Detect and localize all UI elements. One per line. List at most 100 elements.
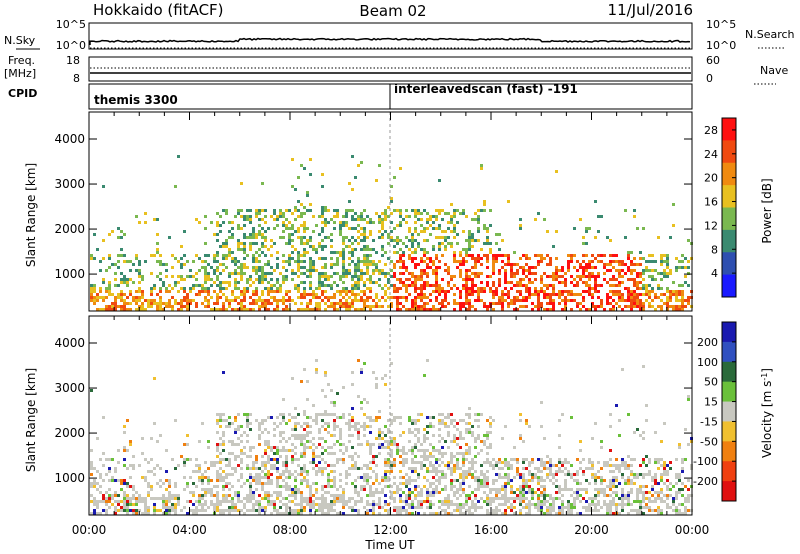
data-cell	[423, 458, 426, 461]
data-cell	[225, 476, 228, 479]
data-cell	[441, 446, 444, 449]
data-cell	[405, 287, 408, 290]
data-cell	[201, 266, 204, 269]
data-cell	[258, 281, 261, 284]
data-cell	[594, 497, 597, 500]
data-cell	[168, 485, 171, 488]
data-cell	[390, 440, 393, 443]
data-cell	[162, 503, 165, 506]
data-cell	[255, 488, 258, 491]
data-cell	[366, 260, 369, 263]
data-cell	[219, 287, 222, 290]
data-cell	[519, 500, 522, 503]
data-cell	[669, 290, 672, 293]
data-cell	[177, 302, 180, 305]
data-cell	[231, 467, 234, 470]
data-cell	[114, 509, 117, 512]
data-cell	[549, 509, 552, 512]
data-cell	[657, 491, 660, 494]
data-cell	[399, 239, 402, 242]
data-cell	[111, 293, 114, 296]
data-cell	[474, 494, 477, 497]
data-cell	[507, 254, 510, 257]
data-cell	[264, 428, 267, 431]
data-cell	[132, 488, 135, 491]
data-cell	[132, 281, 135, 284]
data-cell	[198, 467, 201, 470]
data-cell	[309, 245, 312, 248]
data-cell	[570, 503, 573, 506]
data-cell	[282, 302, 285, 305]
data-cell	[357, 242, 360, 245]
data-cell	[543, 284, 546, 287]
data-cell	[672, 500, 675, 503]
data-cell	[459, 482, 462, 485]
data-cell	[453, 299, 456, 302]
data-cell	[393, 443, 396, 446]
data-cell	[438, 287, 441, 290]
data-cell	[285, 209, 288, 212]
data-cell	[678, 512, 681, 515]
colorbar-tick-label: 100	[697, 356, 718, 369]
data-cell	[285, 290, 288, 293]
data-cell	[270, 500, 273, 503]
data-cell	[330, 470, 333, 473]
data-cell	[657, 236, 660, 239]
data-cell	[477, 452, 480, 455]
data-cell	[651, 485, 654, 488]
data-cell	[660, 257, 663, 260]
data-cell	[147, 509, 150, 512]
data-cell	[459, 293, 462, 296]
data-cell	[396, 242, 399, 245]
data-cell	[201, 290, 204, 293]
data-cell	[378, 437, 381, 440]
data-cell	[681, 503, 684, 506]
data-cell	[354, 212, 357, 215]
data-cell	[558, 269, 561, 272]
data-cell	[294, 458, 297, 461]
data-cell	[486, 479, 489, 482]
data-cell	[654, 500, 657, 503]
data-cell	[273, 227, 276, 230]
data-cell	[255, 500, 258, 503]
data-cell	[474, 437, 477, 440]
data-cell	[591, 476, 594, 479]
data-cell	[462, 479, 465, 482]
data-cell	[348, 506, 351, 509]
data-cell	[471, 467, 474, 470]
data-cell	[291, 377, 294, 380]
data-cell	[528, 272, 531, 275]
data-cell	[276, 266, 279, 269]
data-cell	[414, 479, 417, 482]
data-cell	[294, 422, 297, 425]
data-cell	[195, 272, 198, 275]
data-cell	[324, 284, 327, 287]
data-cell	[588, 263, 591, 266]
data-cell	[120, 278, 123, 281]
data-cell	[234, 506, 237, 509]
data-cell	[582, 506, 585, 509]
data-cell	[477, 290, 480, 293]
data-cell	[270, 284, 273, 287]
data-cell	[276, 302, 279, 305]
data-cell	[306, 440, 309, 443]
data-cell	[399, 461, 402, 464]
data-cell	[642, 227, 645, 230]
data-cell	[639, 281, 642, 284]
data-cell	[588, 482, 591, 485]
data-cell	[414, 443, 417, 446]
data-cell	[522, 494, 525, 497]
data-cell	[348, 245, 351, 248]
data-cell	[666, 275, 669, 278]
data-cell	[258, 482, 261, 485]
data-cell	[504, 464, 507, 467]
data-cell	[519, 413, 522, 416]
data-cell	[240, 467, 243, 470]
data-cell	[456, 509, 459, 512]
data-cell	[93, 284, 96, 287]
data-cell	[462, 452, 465, 455]
data-cell	[351, 215, 354, 218]
data-cell	[504, 497, 507, 500]
data-cell	[531, 476, 534, 479]
data-cell	[324, 263, 327, 266]
